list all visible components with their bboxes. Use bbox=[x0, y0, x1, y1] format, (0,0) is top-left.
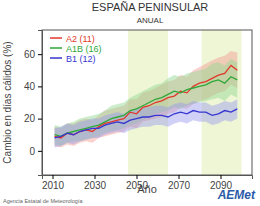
x-tick-mark bbox=[95, 175, 96, 179]
plot-area bbox=[55, 30, 242, 175]
title: ESPAÑA PENINSULAR bbox=[92, 1, 209, 13]
source: Agencia Estatal de Meteorología bbox=[3, 198, 83, 204]
x-tick-label: 2030 bbox=[84, 180, 107, 191]
subtitle: ANUAL bbox=[137, 16, 164, 25]
legend-label: A1B (16) bbox=[66, 44, 102, 54]
legend-swatch bbox=[50, 47, 62, 49]
legend: A2 (11)A1B (16)B1 (12) bbox=[50, 34, 102, 64]
x-tick-label: 2010 bbox=[42, 180, 65, 191]
chart: 201020302050207020900204060ESPAÑA PENINS… bbox=[0, 0, 260, 206]
x-tick-mark bbox=[179, 175, 180, 179]
y-tick: 20 bbox=[24, 113, 42, 124]
y-tick-mark bbox=[38, 119, 42, 120]
y-tick-mark bbox=[38, 54, 42, 55]
y-tick: 40 bbox=[24, 81, 42, 92]
x-axis-title: Año bbox=[137, 183, 157, 195]
legend-swatch bbox=[50, 57, 62, 59]
x-tick: 2010 bbox=[42, 175, 65, 191]
legend-label: B1 (12) bbox=[66, 54, 96, 64]
x-tick-mark bbox=[53, 175, 54, 179]
y-tick: 60 bbox=[24, 49, 42, 60]
x-tick-mark bbox=[137, 175, 138, 179]
y-axis: 0 20 40 60 bbox=[24, 31, 43, 176]
y-tick-mark bbox=[38, 151, 42, 152]
y-tick-label: 20 bbox=[24, 113, 36, 124]
legend-swatch bbox=[50, 37, 62, 39]
plot-frame bbox=[42, 30, 252, 175]
y-tick-label: 40 bbox=[24, 81, 36, 92]
logo: AEMet bbox=[217, 188, 256, 202]
x-tick-mark bbox=[221, 175, 222, 179]
x-tick: 2030 bbox=[84, 175, 107, 191]
y-axis-title: Cambio en días cálidos (%) bbox=[2, 41, 13, 163]
series-line bbox=[55, 65, 238, 138]
y-tick: 0 bbox=[29, 146, 42, 157]
y-tick-label: 60 bbox=[24, 49, 36, 60]
x-tick-label: 2070 bbox=[168, 180, 191, 191]
x-tick: 2070 bbox=[168, 175, 191, 191]
y-axis-line bbox=[38, 31, 43, 176]
uncertainty-band bbox=[55, 51, 238, 148]
series-line bbox=[55, 109, 238, 138]
y-tick-mark bbox=[38, 86, 42, 87]
x-axis-line bbox=[43, 176, 253, 180]
legend-label: A2 (11) bbox=[66, 34, 95, 44]
y-tick-label: 0 bbox=[29, 146, 35, 157]
series-line bbox=[55, 77, 238, 137]
plot-background bbox=[42, 30, 252, 175]
